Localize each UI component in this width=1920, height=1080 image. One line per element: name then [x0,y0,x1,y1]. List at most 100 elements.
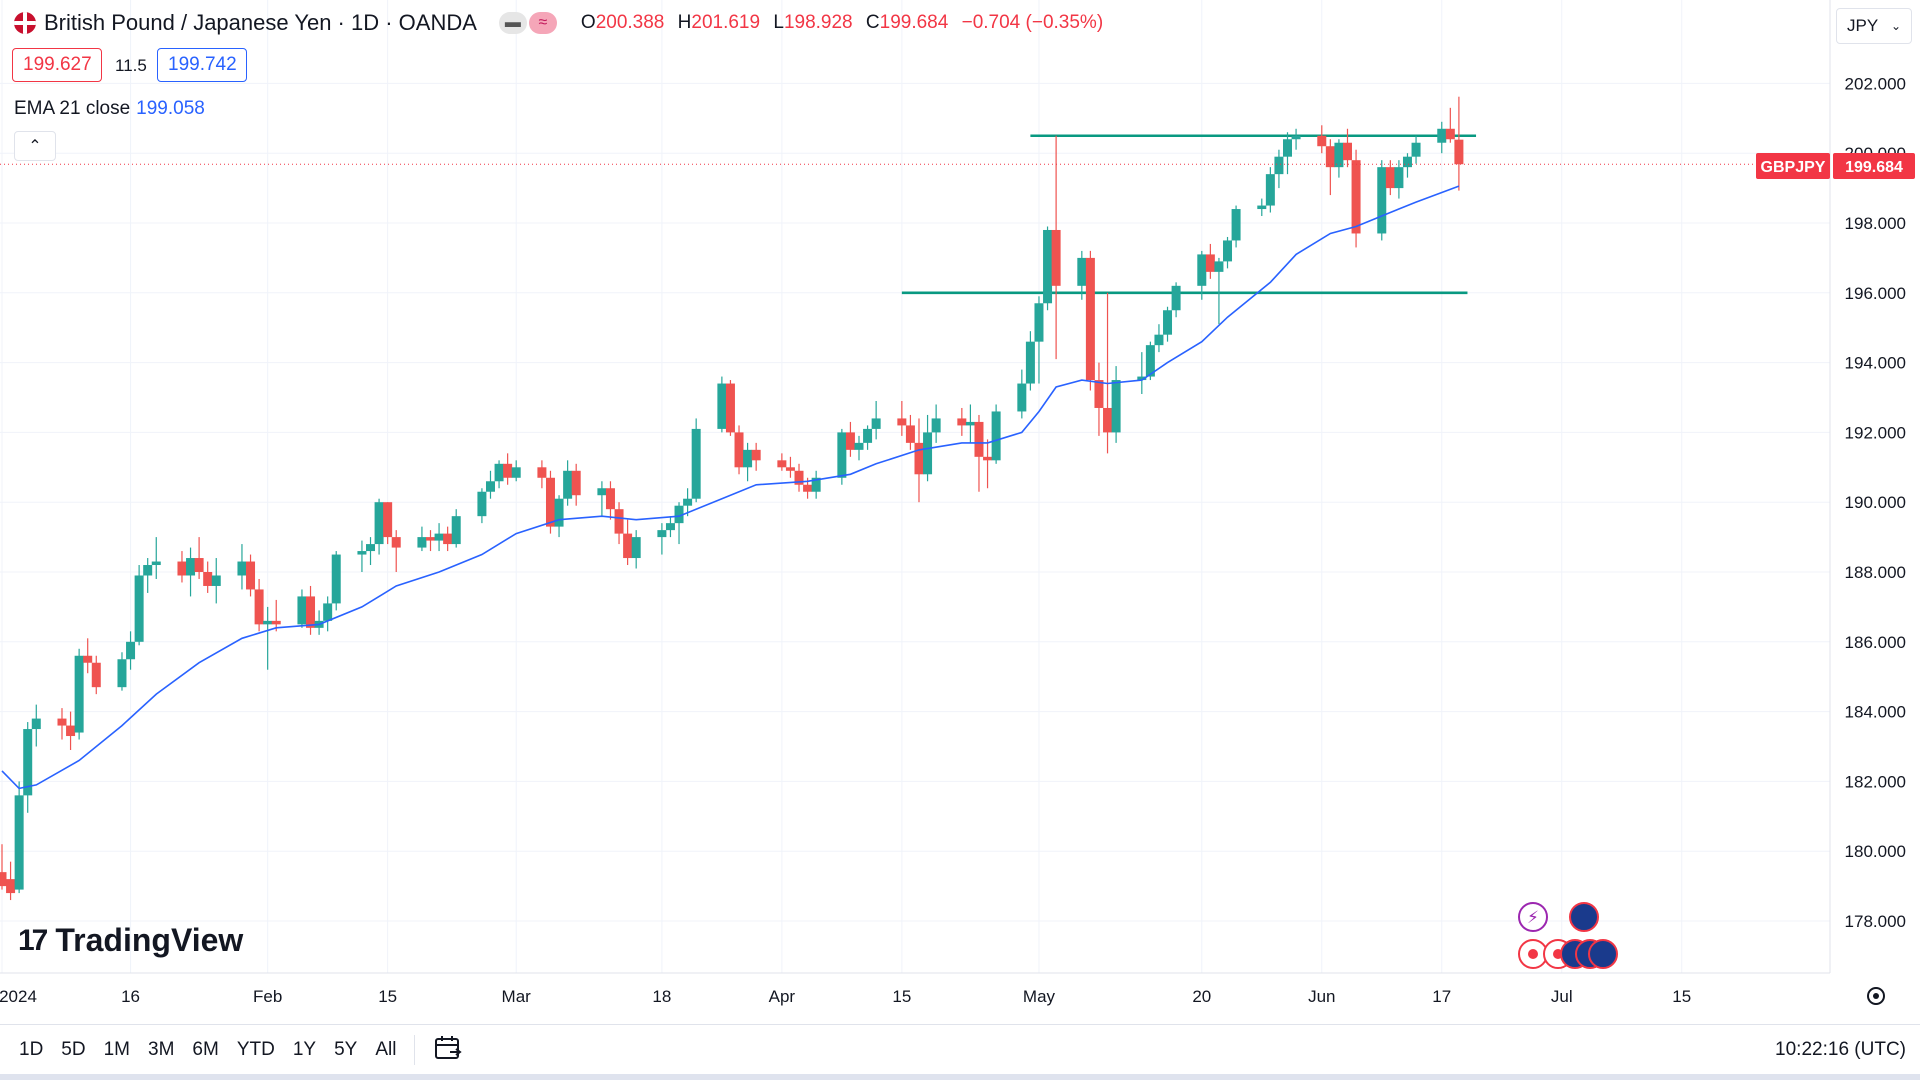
range-1m[interactable]: 1M [103,1039,130,1060]
settings-gear-icon[interactable] [1867,987,1885,1005]
price-tick-label: 198.000 [1845,214,1906,233]
bottom-toolbar: 1D 5D 1M 3M 6M YTD 1Y 5Y All 10:22:16 (U… [0,1024,1920,1075]
candle-down [623,533,633,559]
candle-down [734,432,744,468]
chevron-down-icon: ⌄ [1890,19,1901,33]
candle-down [1445,128,1455,140]
time-tick-label: Mar [502,987,532,1006]
range-3m[interactable]: 3M [148,1039,175,1060]
candle-down [905,425,915,443]
candle-up [211,575,221,586]
candle-down [503,463,513,478]
collapse-legend-button[interactable]: ⌃ [14,131,56,161]
candle-up [1197,254,1207,286]
buy-button[interactable]: 199.742 [157,48,247,82]
candle-up [665,523,675,531]
candle-up [854,442,864,450]
time-axis[interactable]: 2024 16 Feb 15 Mar 18 Apr 15 May 20 Jun 17 Jul 15 [0,972,1885,1006]
candlestick-series [0,96,1464,901]
event-markers[interactable]: ⚡ [1518,902,1618,969]
candle-down [785,467,795,471]
candle-down [845,432,855,450]
candle-up [1283,139,1292,157]
price-axis[interactable]: 178.000 180.000 182.000 184.000 186.000 188.0… [1829,0,1906,973]
candle-up [1137,376,1147,381]
range-1d[interactable]: 1D [19,1039,44,1060]
candle-down [803,484,813,492]
candle-down [306,596,316,628]
candle-up [811,477,821,492]
footer-strip [0,1074,1920,1080]
currency-select[interactable]: JPY ⌄ [1836,8,1912,44]
candle-up [451,516,461,545]
candle-down [1094,380,1104,408]
price-tick-label: 184.000 [1845,703,1906,722]
candle-up [485,481,495,492]
lightning-glyph: ⚡ [1527,908,1539,928]
price-chart[interactable]: 178.000 180.000 182.000 184.000 186.000 188.0… [0,0,1920,1024]
candle-up [23,729,33,796]
price-tick-label: 178.000 [1845,912,1906,931]
indicator-legend[interactable]: EMA 21 close 199.058 [14,98,205,120]
range-6m[interactable]: 6M [192,1039,219,1060]
candle-up [323,603,333,621]
calendar-range-icon[interactable] [434,1035,462,1061]
candle-down [0,872,7,887]
spread-value: 11.5 [115,56,147,75]
candle-down [751,449,761,461]
event-marker-icon [1588,939,1618,969]
symbol-title[interactable]: British Pound / Japanese Yen · 1D · OAND… [44,10,477,35]
candle-up [511,467,521,478]
range-1y[interactable]: 1Y [292,1039,317,1060]
gear-hub [1873,993,1879,999]
candle-up [143,565,153,576]
range-5d[interactable]: 5D [61,1039,86,1060]
candle-up [151,561,161,566]
indicator-label: EMA 21 close [14,98,131,119]
candle-up [14,795,24,890]
open-value: 200.388 [595,12,665,33]
candle-up [597,488,607,496]
approx-icon[interactable]: ≈ [528,12,557,34]
low-label: L [773,12,784,33]
event-marker-dot [1528,949,1538,959]
sell-button[interactable]: 199.627 [12,48,102,82]
utc-clock[interactable]: 10:22:16 (UTC) [1775,1039,1906,1060]
minus-icon[interactable]: ▬ [498,12,527,34]
uk-flag-icon [14,12,36,34]
candle-up [691,428,701,499]
time-tick-label: Feb [253,987,282,1006]
open-label: O [580,12,596,33]
candle-up [357,551,367,555]
candle-down [571,470,581,496]
candle-down [1342,142,1352,161]
range-5y[interactable]: 5Y [334,1039,358,1060]
candle-down [1351,160,1361,234]
price-tick-label: 188.000 [1845,563,1906,582]
candle-up [1154,334,1164,346]
gear-ring [1867,987,1885,1005]
candle-up [674,505,684,524]
candle-up [683,498,693,506]
candle-down [426,537,435,541]
candle-up [1394,167,1404,189]
candle-down [91,662,101,688]
candle-up [117,659,127,688]
tradingview-logo[interactable]: 17 TradingView [18,922,243,959]
time-tick-label: 2024 [0,987,37,1006]
horizontal-level-lines[interactable] [901,134,1477,295]
candle-down [794,470,804,485]
range-ytd[interactable]: YTD [236,1039,275,1060]
candle-down [1325,146,1335,168]
time-tick-label: 18 [652,987,671,1006]
candle-down [6,879,16,894]
time-tick-label: 17 [1432,987,1451,1006]
candle-down [246,561,256,590]
candle-up [743,449,753,468]
candle-up [374,502,384,545]
low-value: 198.928 [783,12,853,33]
chart-type-toggle[interactable]: ▬ ≈ [498,12,557,34]
candle-down [383,502,393,538]
candle-up [74,655,84,733]
range-all[interactable]: All [375,1039,397,1060]
